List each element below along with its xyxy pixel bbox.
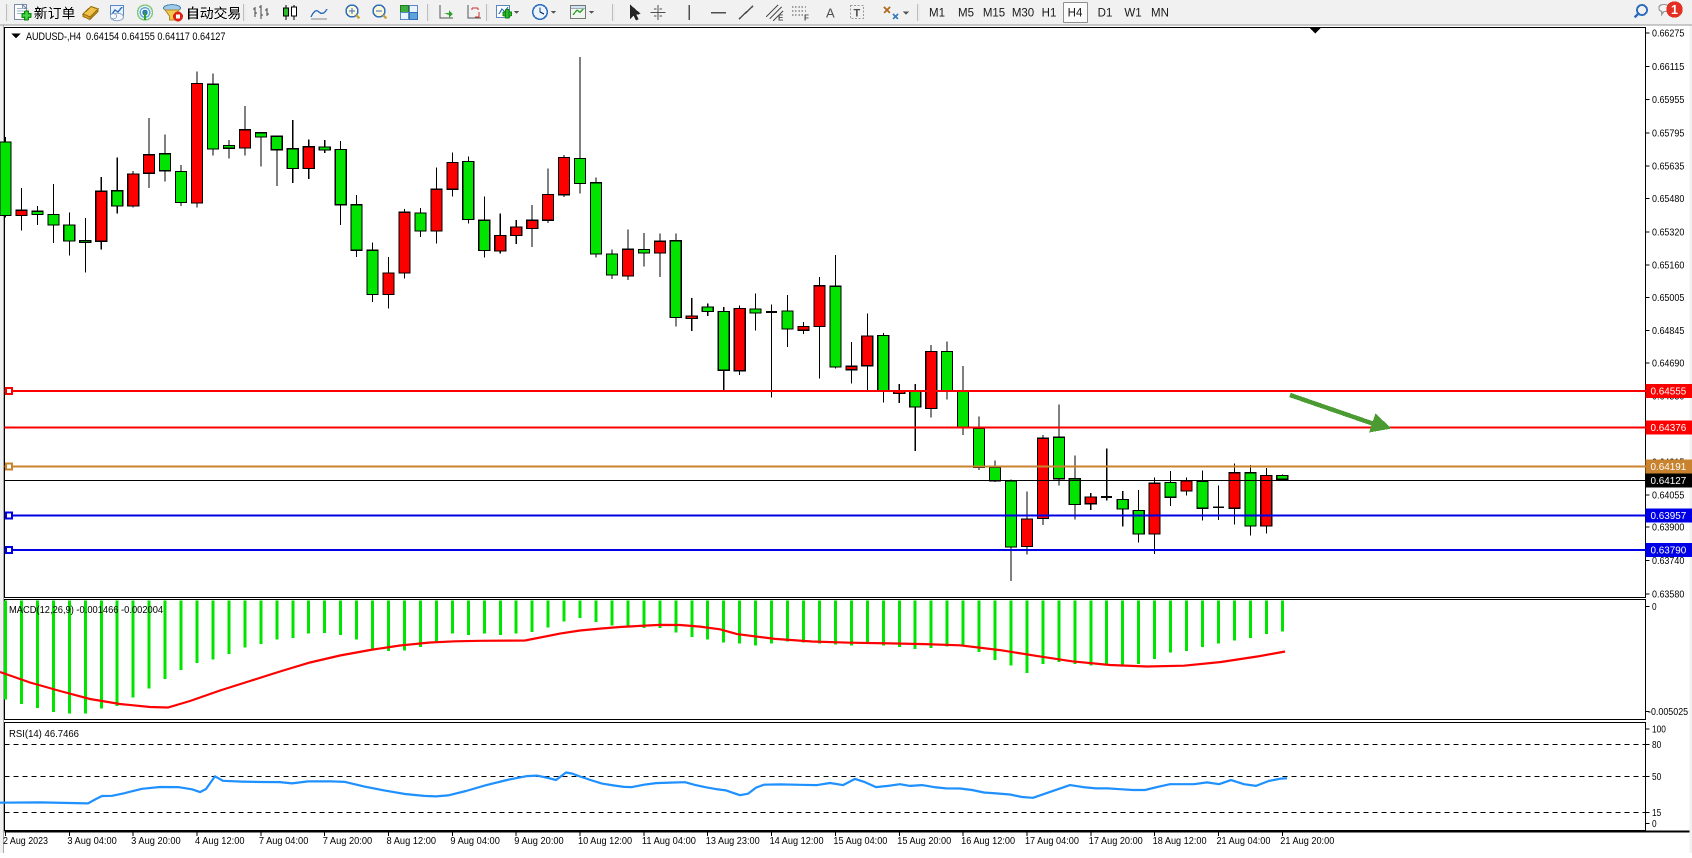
svg-text:AUDUSD-,H4: AUDUSD-,H4	[26, 31, 81, 43]
svg-text:7 Aug 20:00: 7 Aug 20:00	[323, 835, 373, 847]
svg-text:17 Aug 04:00: 17 Aug 04:00	[1025, 835, 1079, 847]
svg-text:0.64555: 0.64555	[1651, 386, 1687, 398]
svg-text:17 Aug 20:00: 17 Aug 20:00	[1089, 835, 1143, 847]
svg-text:21 Aug 20:00: 21 Aug 20:00	[1280, 835, 1334, 847]
svg-text:0.63900: 0.63900	[1652, 522, 1684, 534]
svg-text:21 Aug 04:00: 21 Aug 04:00	[1216, 835, 1270, 847]
svg-text:0.66115: 0.66115	[1652, 61, 1684, 73]
svg-text:D1: D1	[1098, 8, 1113, 20]
svg-text:10 Aug 12:00: 10 Aug 12:00	[578, 835, 632, 847]
svg-text:0.65635: 0.65635	[1652, 161, 1684, 173]
svg-text:9 Aug 04:00: 9 Aug 04:00	[450, 835, 500, 847]
svg-text:8 Aug 12:00: 8 Aug 12:00	[387, 835, 437, 847]
svg-text:M1: M1	[929, 8, 945, 20]
svg-text:0.65005: 0.65005	[1652, 292, 1684, 304]
svg-text:9 Aug 20:00: 9 Aug 20:00	[514, 835, 564, 847]
svg-text:2 Aug 2023: 2 Aug 2023	[3, 835, 48, 847]
svg-text:0.64055: 0.64055	[1652, 489, 1684, 501]
svg-text:0.66275: 0.66275	[1652, 28, 1684, 40]
svg-text:15 Aug 04:00: 15 Aug 04:00	[833, 835, 887, 847]
svg-text:3 Aug 04:00: 3 Aug 04:00	[67, 835, 117, 847]
svg-text:M30: M30	[1012, 8, 1034, 20]
svg-text:3 Aug 20:00: 3 Aug 20:00	[131, 835, 181, 847]
svg-text:W1: W1	[1124, 8, 1141, 20]
svg-text:7 Aug 04:00: 7 Aug 04:00	[259, 835, 309, 847]
svg-text:F: F	[804, 14, 809, 23]
svg-text:0.64845: 0.64845	[1652, 325, 1684, 337]
svg-text:16 Aug 12:00: 16 Aug 12:00	[961, 835, 1015, 847]
svg-text:M15: M15	[983, 8, 1005, 20]
svg-text:13 Aug 23:00: 13 Aug 23:00	[706, 835, 760, 847]
svg-text:M5: M5	[958, 8, 974, 20]
svg-text:80: 80	[1652, 739, 1661, 751]
svg-text:MN: MN	[1151, 8, 1169, 20]
svg-text:11 Aug 04:00: 11 Aug 04:00	[642, 835, 696, 847]
svg-text:15 Aug 20:00: 15 Aug 20:00	[897, 835, 951, 847]
svg-text:0.63957: 0.63957	[1651, 510, 1687, 522]
svg-text:0.65320: 0.65320	[1652, 226, 1684, 238]
svg-text:0.64376: 0.64376	[1651, 422, 1687, 434]
svg-text:A: A	[826, 6, 835, 21]
svg-text:0.64191: 0.64191	[1651, 461, 1687, 473]
svg-text:H1: H1	[1042, 8, 1057, 20]
svg-text:0.65955: 0.65955	[1652, 94, 1684, 106]
svg-text:0.65160: 0.65160	[1652, 260, 1684, 272]
svg-text:14 Aug 12:00: 14 Aug 12:00	[770, 835, 824, 847]
svg-text:0.64127: 0.64127	[1651, 475, 1687, 487]
svg-text:0.64690: 0.64690	[1652, 357, 1684, 369]
svg-text:0: 0	[1652, 601, 1657, 613]
svg-text:MACD(12,26,9) -0.001466 -0.002: MACD(12,26,9) -0.001466 -0.002004	[9, 604, 163, 616]
svg-text:E: E	[778, 14, 784, 23]
svg-text:100: 100	[1652, 724, 1666, 736]
svg-text:4 Aug 12:00: 4 Aug 12:00	[195, 835, 245, 847]
svg-text:1: 1	[1671, 3, 1678, 17]
svg-text:-0.005025: -0.005025	[1648, 706, 1688, 718]
svg-text:RSI(14) 46.7466: RSI(14) 46.7466	[9, 728, 79, 740]
svg-text:0.65480: 0.65480	[1652, 193, 1684, 205]
svg-text:0.64154 0.64155 0.64117 0.6412: 0.64154 0.64155 0.64117 0.64127	[86, 31, 226, 43]
svg-text:T: T	[854, 8, 861, 20]
svg-text:0.63580: 0.63580	[1652, 588, 1684, 600]
svg-text:0: 0	[1652, 818, 1657, 830]
svg-text:H4: H4	[1068, 8, 1083, 20]
svg-text:0.65795: 0.65795	[1652, 127, 1684, 139]
svg-text:0.63790: 0.63790	[1651, 545, 1687, 557]
svg-text:50: 50	[1652, 771, 1661, 783]
svg-text:18 Aug 12:00: 18 Aug 12:00	[1153, 835, 1207, 847]
